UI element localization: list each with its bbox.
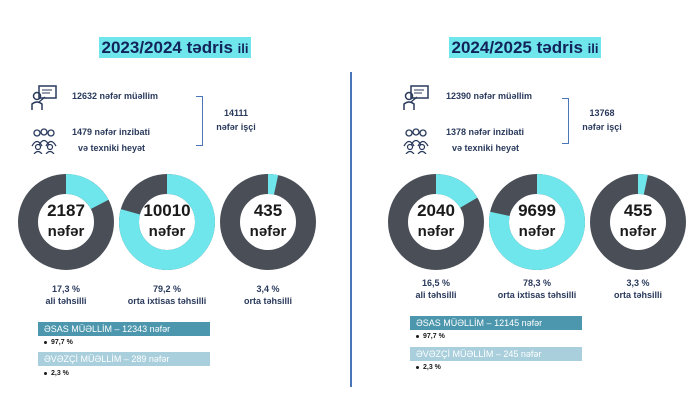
donut-category: orta təhsilli	[243, 296, 292, 306]
donut-center-label: 2040 nəfər	[386, 200, 486, 242]
admin-count-line2: və texniki heyət	[452, 143, 520, 153]
admin-count-line1: 1378 nəfər inzibati	[446, 127, 525, 137]
teacher-board-icon	[30, 84, 58, 112]
donut-share-arc	[489, 174, 585, 270]
admin-count-line2: və texniki heyət	[78, 143, 146, 153]
donut-center-label: 435 nəfər	[218, 200, 318, 242]
donut-caption: 17,3 % ali təhsilli	[1, 283, 131, 307]
main-teacher-percent-text: 97,7 %	[51, 339, 73, 346]
panel-divider	[350, 72, 352, 387]
substitute-teacher-bar: ƏVƏZÇİ MÜƏLLİM – 245 nəfər	[410, 347, 582, 361]
main-teacher-bar: ƏSAS MÜƏLLİM – 12145 nəfər	[410, 316, 582, 330]
donut-percent: 16,5 %	[421, 278, 451, 288]
admin-count: 1479 nəfər inzibati və texniki heyət	[72, 124, 150, 156]
panel-2024-2025: 2024/2025 tədris ili 12390 nəfər müəllim…	[350, 0, 700, 420]
year-title: 2024/2025 tədris ili	[350, 37, 700, 58]
staff-bracket	[196, 96, 203, 146]
donut-share-arc	[220, 174, 316, 270]
staff-bracket	[562, 98, 569, 144]
admin-count: 1378 nəfər inzibati və texniki heyət	[446, 124, 524, 156]
donut-share-arc	[119, 174, 215, 270]
total-staff-number: 13768	[589, 108, 615, 118]
panel-2023-2024: 2023/2024 tədris ili 12632 nəfər müəllim…	[0, 37, 350, 377]
donut-center-label: 2187 nəfər	[16, 200, 116, 242]
donut-value: 2187	[47, 201, 85, 220]
donut-unit: nəfər	[417, 223, 455, 240]
donut-percent: 17,3 %	[51, 284, 81, 294]
donut-category: ali təhsilli	[415, 290, 457, 300]
main-teacher-percent: 97,7 %	[44, 339, 73, 346]
donut-caption: 78,3 % orta ixtisas təhsilli	[472, 277, 602, 301]
donut-unit: nəfər	[518, 223, 556, 240]
donut-share-arc	[388, 174, 484, 270]
donut-category: orta ixtisas təhsilli	[127, 296, 207, 306]
donut-center-label: 455 nəfər	[588, 200, 688, 242]
donut-caption: 3,4 % orta təhsilli	[203, 283, 333, 307]
donut-category: orta təhsilli	[613, 290, 662, 300]
year-title-suffix: ili	[587, 41, 599, 56]
teacher-count: 12632 nəfər müəllim	[72, 91, 159, 101]
donut-caption: 79,2 % orta ixtisas təhsilli	[102, 283, 232, 307]
donut-orta-ixtisas: 9699 nəfər	[487, 172, 587, 272]
donut-value: 435	[253, 201, 283, 220]
donut-orta: 435 nəfər	[218, 172, 318, 272]
donut-value: 455	[623, 201, 653, 220]
donut-value: 2040	[417, 201, 455, 220]
donut-unit: nəfər	[619, 223, 657, 240]
donut-share-arc	[590, 174, 686, 270]
total-staff: 14111 nəfər işçi	[206, 106, 266, 134]
donut-category: ali təhsilli	[45, 296, 87, 306]
year-title-main: 2023/2024 tədris	[101, 38, 233, 57]
donut-ali: 2187 nəfər	[16, 172, 116, 272]
year-title-suffix: ili	[237, 41, 249, 56]
donut-caption: 3,3 % orta təhsilli	[573, 277, 700, 301]
admin-count-line1: 1479 nəfər inzibati	[72, 127, 151, 137]
donut-caption: 16,5 % ali təhsilli	[371, 277, 501, 301]
staff-group-icon	[402, 126, 430, 155]
total-staff-number: 14111	[223, 108, 249, 118]
donut-percent: 3,4 %	[256, 284, 280, 294]
substitute-teacher-percent-text: 2,3 %	[423, 364, 441, 371]
total-staff-label: nəfər işçi	[216, 122, 256, 132]
donut-unit: nəfər	[148, 223, 186, 240]
substitute-teacher-bar: ƏVƏZÇİ MÜƏLLİM – 289 nəfər	[38, 352, 210, 366]
donut-percent: 78,3 %	[522, 278, 552, 288]
total-staff-label: nəfər işçi	[582, 122, 622, 132]
total-staff: 13768 nəfər işçi	[572, 106, 632, 134]
donut-ali: 2040 nəfər	[386, 172, 486, 272]
donut-value: 10010	[143, 201, 191, 220]
substitute-teacher-percent-text: 2,3 %	[51, 370, 69, 377]
donut-unit: nəfər	[47, 223, 85, 240]
donut-unit: nəfər	[249, 223, 287, 240]
teacher-count: 12390 nəfər müəllim	[446, 91, 533, 101]
substitute-teacher-percent: 2,3 %	[44, 370, 69, 377]
substitute-teacher-percent: 2,3 %	[416, 364, 441, 371]
donut-value: 9699	[518, 201, 556, 220]
main-teacher-bar: ƏSAS MÜƏLLİM – 12343 nəfər	[38, 322, 210, 336]
main-teacher-percent-text: 97,7 %	[423, 333, 445, 340]
donut-center-label: 10010 nəfər	[117, 200, 217, 242]
donut-share-arc	[18, 174, 114, 270]
teacher-board-icon	[402, 84, 430, 112]
donut-category: orta ixtisas təhsilli	[497, 290, 577, 300]
year-title: 2023/2024 tədris ili	[0, 37, 350, 58]
donut-percent: 79,2 %	[152, 284, 182, 294]
staff-group-icon	[30, 126, 58, 155]
donut-percent: 3,3 %	[626, 278, 650, 288]
donut-orta: 455 nəfər	[588, 172, 688, 272]
main-teacher-percent: 97,7 %	[416, 333, 445, 340]
donut-center-label: 9699 nəfər	[487, 200, 587, 242]
year-title-main: 2024/2025 tədris	[451, 38, 583, 57]
donut-orta-ixtisas: 10010 nəfər	[117, 172, 217, 272]
